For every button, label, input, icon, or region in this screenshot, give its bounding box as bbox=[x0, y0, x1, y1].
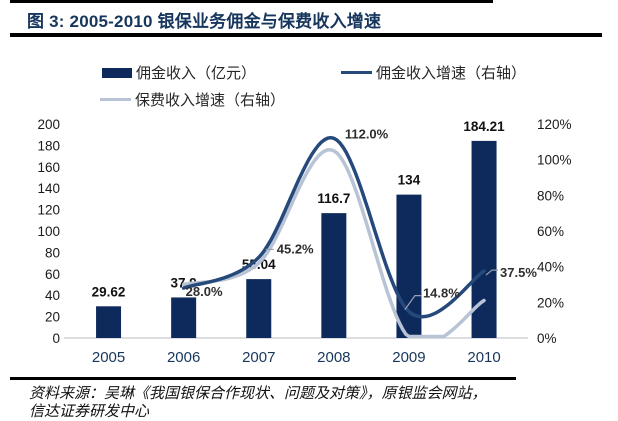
growth-annotation-label: 37.5% bbox=[500, 265, 537, 280]
left-axis-tick: 120 bbox=[37, 203, 60, 218]
growth-annotation-label: 14.8% bbox=[423, 286, 460, 301]
legend-item-commission-income: 佣金收入（亿元） bbox=[102, 62, 256, 83]
right-axis-tick: 20% bbox=[537, 295, 564, 310]
line-swatch-icon bbox=[100, 97, 131, 102]
right-axis-tick: 100% bbox=[537, 153, 572, 168]
legend-label: 佣金收入增速（右轴） bbox=[376, 65, 527, 82]
bar-2005 bbox=[96, 306, 122, 338]
x-axis-label: 2006 bbox=[167, 349, 200, 366]
bar-2007 bbox=[246, 279, 272, 338]
bar-value-label: 184.21 bbox=[463, 119, 505, 134]
x-axis-label: 2005 bbox=[92, 349, 125, 366]
line-swatch-icon bbox=[341, 70, 372, 75]
annotation-leader-line bbox=[485, 269, 498, 276]
growth-annotation-label: 28.0% bbox=[186, 284, 223, 299]
growth-annotation-label: 112.0% bbox=[345, 126, 389, 141]
commission-growth-line bbox=[181, 135, 486, 319]
left-axis-tick: 80 bbox=[45, 245, 60, 260]
source-citation-line2: 信达证券研发中心 bbox=[29, 404, 150, 420]
growth-annotation-label: 45.2% bbox=[277, 241, 314, 256]
left-axis-tick: 40 bbox=[45, 288, 60, 303]
bar-swatch-icon bbox=[102, 67, 132, 78]
right-axis-tick: 60% bbox=[537, 224, 564, 239]
left-axis-tick: 60 bbox=[45, 267, 60, 282]
legend-item-commission-growth: 佣金收入增速（右轴） bbox=[341, 62, 526, 83]
right-axis-tick: 40% bbox=[537, 260, 564, 275]
combo-chart: 0 20 40 60 80 100 120 140 160 180 200 0% 20% 40% 60% 80… bbox=[37, 117, 572, 366]
figure-title: 图 3: 2005-2010 银保业务佣金与保费收入增速 bbox=[27, 12, 382, 31]
source-divider bbox=[10, 377, 516, 380]
top-rule bbox=[10, 0, 493, 3]
legend-label: 保费收入增速（右轴） bbox=[135, 92, 286, 109]
bar-2006 bbox=[171, 297, 197, 338]
x-axis-label: 2009 bbox=[392, 349, 425, 366]
x-axis-label: 2008 bbox=[317, 349, 350, 366]
bar-2009 bbox=[396, 194, 422, 338]
right-axis-tick: 80% bbox=[537, 188, 564, 203]
title-underline bbox=[10, 33, 602, 37]
x-axis-label: 2007 bbox=[242, 349, 275, 366]
legend-label: 佣金收入（亿元） bbox=[136, 65, 257, 82]
x-axis-label: 2010 bbox=[467, 349, 500, 366]
bar-value-label: 134 bbox=[398, 173, 421, 188]
annotation-leader-line bbox=[404, 295, 421, 310]
premium-growth-line bbox=[181, 148, 486, 339]
left-axis-tick: 0 bbox=[52, 331, 60, 346]
left-axis-tick: 140 bbox=[37, 181, 60, 196]
left-axis-tick: 100 bbox=[37, 224, 60, 239]
source-citation-line1: 资料来源：吴琳《我国银保合作现状、问题及对策》，原银监会网站， bbox=[29, 386, 487, 402]
right-axis-tick: 120% bbox=[537, 117, 572, 132]
left-axis-tick: 20 bbox=[45, 310, 60, 325]
left-axis-tick: 200 bbox=[37, 117, 60, 132]
bar-2008 bbox=[321, 213, 347, 338]
bar-value-label: 29.62 bbox=[92, 284, 126, 299]
legend-item-premium-growth: 保费收入增速（右轴） bbox=[100, 89, 285, 110]
bar-value-label: 116.7 bbox=[317, 191, 350, 206]
left-axis-tick: 160 bbox=[37, 160, 60, 175]
left-axis-tick: 180 bbox=[37, 138, 60, 153]
right-axis-tick: 0% bbox=[537, 331, 557, 346]
